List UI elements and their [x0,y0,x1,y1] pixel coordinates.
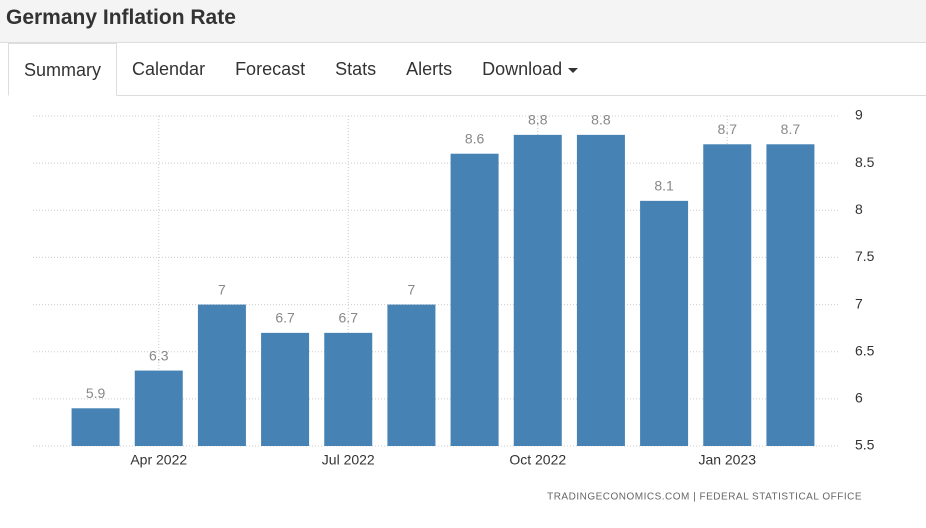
x-tick-label: Jan 2023 [698,452,756,468]
y-tick-label: 6 [855,390,863,406]
page-title: Germany Inflation Rate [6,6,236,29]
bar [576,134,625,446]
bar [450,153,499,446]
value-label: 8.8 [591,112,611,128]
bar [766,144,815,446]
tab-bar: Summary Calendar Forecast Stats Alerts D… [8,43,926,96]
value-label: 8.8 [528,112,548,128]
value-label: 5.9 [86,385,106,401]
value-label: 8.7 [781,121,801,137]
tab[interactable]: Summary [8,43,118,96]
x-tick-label: Oct 2022 [509,452,566,468]
bar [134,370,183,446]
value-label: 6.7 [275,310,295,326]
tab-label[interactable]: Download [482,59,563,79]
caret [568,67,579,73]
bar [324,332,373,446]
x-tick-label: Apr 2022 [130,452,187,468]
value-label: 8.6 [465,130,485,146]
bar [261,332,310,446]
value-label: 6.3 [149,347,169,363]
tab[interactable]: Stats [335,59,377,79]
value-label: 8.1 [654,178,674,194]
tab[interactable]: Calendar [132,59,206,79]
y-tick-label: 8 [855,201,863,217]
bar [703,144,752,446]
tab[interactable]: Download [467,43,593,95]
bar [513,134,562,446]
value-label: 7 [218,281,226,297]
value-label: 6.7 [339,310,359,326]
header: Germany Inflation Rate [0,0,926,43]
y-tick-label: 7.5 [855,248,875,264]
chart: TRADINGECONOMICS.COM | FEDERAL STATISTIC… [33,107,875,503]
value-label: 7 [408,281,416,297]
source: TRADINGECONOMICS.COM | FEDERAL STATISTIC… [547,492,862,503]
y-tick-label: 5.5 [855,437,875,453]
bar [197,304,246,446]
tab[interactable]: Alerts [406,59,453,79]
y-tick-label: 7 [855,295,863,311]
tab[interactable]: Forecast [235,59,306,79]
bar [71,408,120,446]
bar [387,304,436,446]
x-tick-label: Jul 2022 [322,452,375,468]
y-tick-label: 6.5 [855,342,875,358]
value-label: 8.7 [718,121,738,137]
y-tick-label: 9 [855,107,863,123]
y-tick-label: 8.5 [855,154,875,170]
bar [640,200,689,446]
